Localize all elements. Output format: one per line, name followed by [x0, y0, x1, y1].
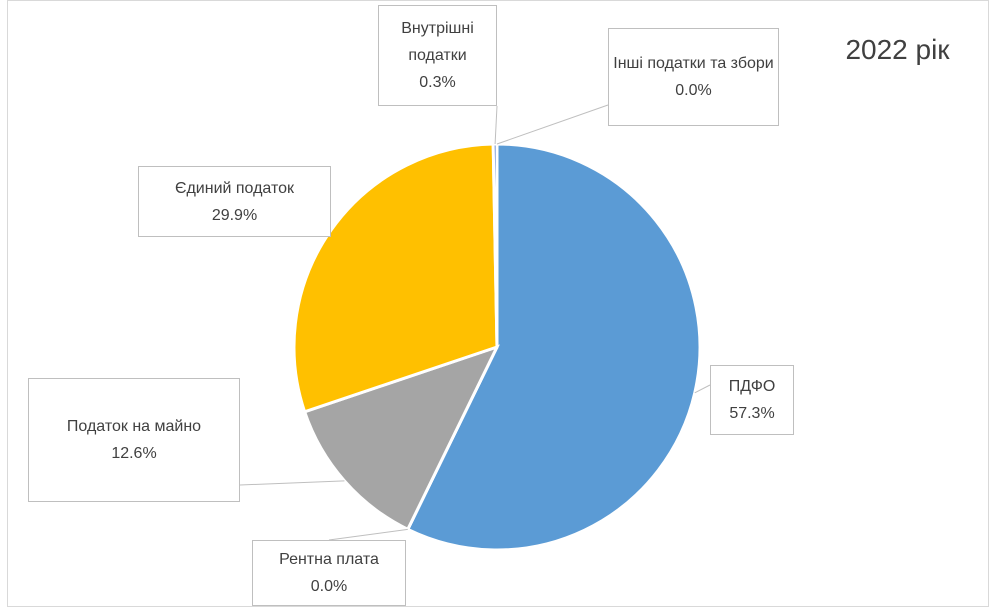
category-label: Єдиний податок [174, 179, 295, 197]
value-label: 0.0% [675, 82, 712, 99]
value-label: 57.3% [729, 405, 775, 422]
leader-line [496, 104, 609, 145]
category-label: Рентна плата [279, 551, 379, 568]
value-label: 12.6% [111, 445, 157, 462]
chart-title: 2022 рік [845, 34, 950, 65]
data-label: Внутрішні податки 0.3% [378, 5, 497, 106]
category-label: Податок на майно [66, 418, 202, 435]
category-label: Інші податки та збори [613, 55, 774, 72]
category-label: ПДФО [728, 378, 776, 395]
leader-line [694, 384, 711, 394]
data-label: ПДФО 57.3% [710, 365, 794, 435]
value-label: 0.3% [419, 74, 456, 91]
value-label: 0.0% [310, 578, 348, 595]
leader-line [328, 528, 408, 541]
value-label: 29.9% [211, 206, 258, 224]
data-label: Податок на майно 12.6% [28, 378, 240, 502]
pie-slice [405, 142, 702, 552]
pie-slice [292, 142, 499, 414]
leader-line [239, 480, 345, 486]
chart-border [7, 0, 989, 607]
data-label: Єдиний податок 29.9% [138, 166, 331, 237]
category-label: Внутрішні податки [401, 20, 474, 64]
leader-line [494, 105, 498, 145]
data-label: Рентна плата 0.0% [252, 540, 406, 606]
data-label: Інші податки та збори 0.0% [608, 28, 779, 126]
